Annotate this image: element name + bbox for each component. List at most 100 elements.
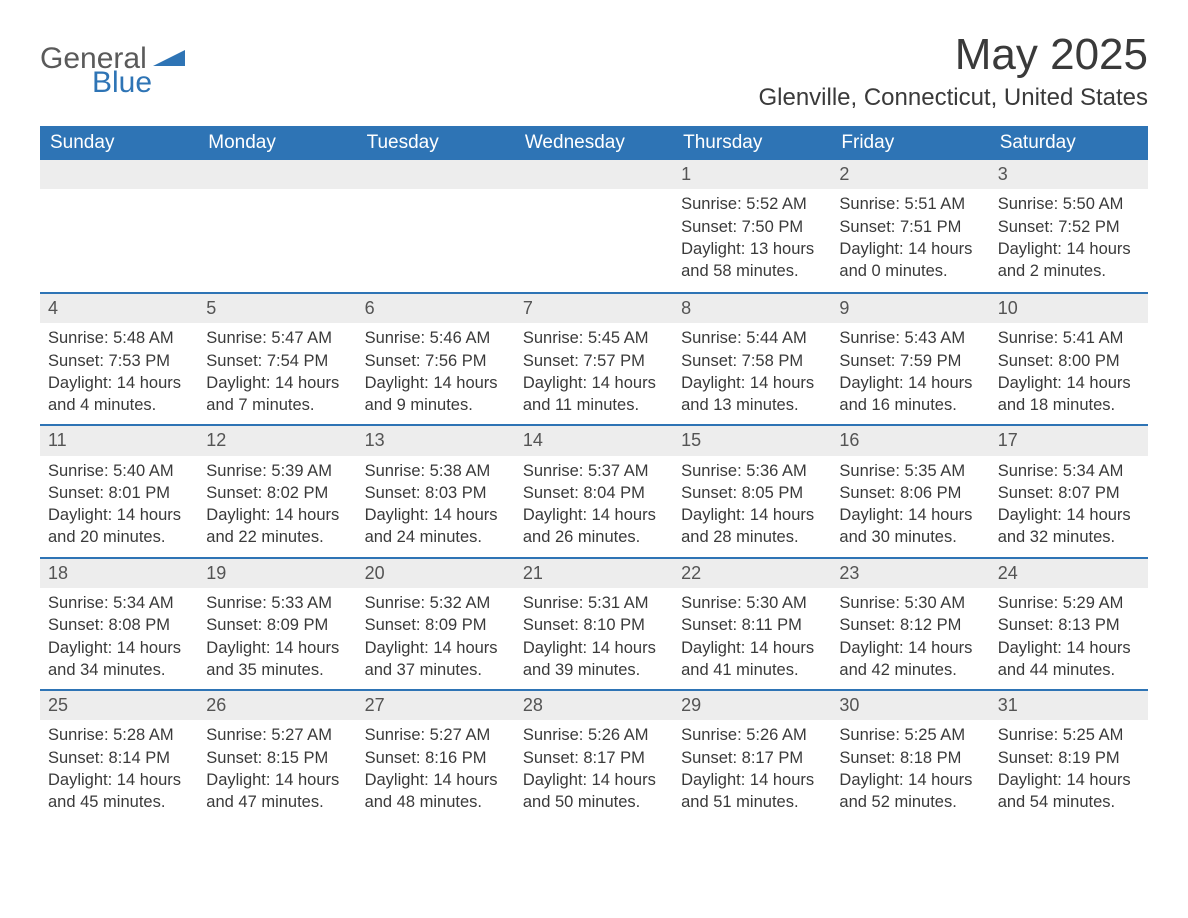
day-number: 31 xyxy=(990,691,1148,720)
day-cell xyxy=(40,160,198,292)
day-details: Sunrise: 5:36 AMSunset: 8:05 PMDaylight:… xyxy=(673,456,831,557)
day-number: 16 xyxy=(831,426,989,455)
day-number: 11 xyxy=(40,426,198,455)
day-number: 7 xyxy=(515,294,673,323)
daylight-text: Daylight: 14 hours and 24 minutes. xyxy=(365,504,507,549)
sunset-text: Sunset: 8:05 PM xyxy=(681,482,823,504)
daylight-text: Daylight: 14 hours and 47 minutes. xyxy=(206,769,348,814)
daylight-text: Daylight: 14 hours and 30 minutes. xyxy=(839,504,981,549)
sunrise-text: Sunrise: 5:52 AM xyxy=(681,193,823,215)
day-cell xyxy=(357,160,515,292)
week-row: 25Sunrise: 5:28 AMSunset: 8:14 PMDayligh… xyxy=(40,689,1148,821)
daylight-text: Daylight: 14 hours and 20 minutes. xyxy=(48,504,190,549)
sunset-text: Sunset: 8:14 PM xyxy=(48,747,190,769)
sunset-text: Sunset: 8:17 PM xyxy=(681,747,823,769)
week-row: 18Sunrise: 5:34 AMSunset: 8:08 PMDayligh… xyxy=(40,557,1148,689)
daylight-text: Daylight: 14 hours and 42 minutes. xyxy=(839,637,981,682)
logo-text-blue: Blue xyxy=(92,66,185,100)
day-cell: 14Sunrise: 5:37 AMSunset: 8:04 PMDayligh… xyxy=(515,426,673,556)
sunrise-text: Sunrise: 5:26 AM xyxy=(523,724,665,746)
sunrise-text: Sunrise: 5:40 AM xyxy=(48,460,190,482)
day-details: Sunrise: 5:46 AMSunset: 7:56 PMDaylight:… xyxy=(357,323,515,424)
sunset-text: Sunset: 8:17 PM xyxy=(523,747,665,769)
day-details: Sunrise: 5:28 AMSunset: 8:14 PMDaylight:… xyxy=(40,720,198,821)
day-cell: 20Sunrise: 5:32 AMSunset: 8:09 PMDayligh… xyxy=(357,559,515,689)
sunset-text: Sunset: 8:00 PM xyxy=(998,350,1140,372)
day-number xyxy=(357,160,515,189)
sunrise-text: Sunrise: 5:36 AM xyxy=(681,460,823,482)
daylight-text: Daylight: 14 hours and 9 minutes. xyxy=(365,372,507,417)
day-cell: 21Sunrise: 5:31 AMSunset: 8:10 PMDayligh… xyxy=(515,559,673,689)
day-cell: 1Sunrise: 5:52 AMSunset: 7:50 PMDaylight… xyxy=(673,160,831,292)
day-number: 21 xyxy=(515,559,673,588)
day-cell: 23Sunrise: 5:30 AMSunset: 8:12 PMDayligh… xyxy=(831,559,989,689)
sunrise-text: Sunrise: 5:46 AM xyxy=(365,327,507,349)
sunset-text: Sunset: 7:51 PM xyxy=(839,216,981,238)
day-details: Sunrise: 5:29 AMSunset: 8:13 PMDaylight:… xyxy=(990,588,1148,689)
sunrise-text: Sunrise: 5:27 AM xyxy=(206,724,348,746)
day-cell: 8Sunrise: 5:44 AMSunset: 7:58 PMDaylight… xyxy=(673,294,831,424)
sunset-text: Sunset: 7:52 PM xyxy=(998,216,1140,238)
day-cell: 4Sunrise: 5:48 AMSunset: 7:53 PMDaylight… xyxy=(40,294,198,424)
day-number: 20 xyxy=(357,559,515,588)
day-details: Sunrise: 5:26 AMSunset: 8:17 PMDaylight:… xyxy=(515,720,673,821)
day-cell: 7Sunrise: 5:45 AMSunset: 7:57 PMDaylight… xyxy=(515,294,673,424)
sunrise-text: Sunrise: 5:28 AM xyxy=(48,724,190,746)
day-cell: 11Sunrise: 5:40 AMSunset: 8:01 PMDayligh… xyxy=(40,426,198,556)
sunset-text: Sunset: 8:06 PM xyxy=(839,482,981,504)
day-cell: 26Sunrise: 5:27 AMSunset: 8:15 PMDayligh… xyxy=(198,691,356,821)
sunrise-text: Sunrise: 5:27 AM xyxy=(365,724,507,746)
weekday-saturday: Saturday xyxy=(990,126,1148,160)
sunset-text: Sunset: 8:07 PM xyxy=(998,482,1140,504)
day-details: Sunrise: 5:47 AMSunset: 7:54 PMDaylight:… xyxy=(198,323,356,424)
day-number: 24 xyxy=(990,559,1148,588)
day-number: 3 xyxy=(990,160,1148,189)
daylight-text: Daylight: 14 hours and 32 minutes. xyxy=(998,504,1140,549)
weekday-monday: Monday xyxy=(198,126,356,160)
daylight-text: Daylight: 14 hours and 54 minutes. xyxy=(998,769,1140,814)
day-cell: 31Sunrise: 5:25 AMSunset: 8:19 PMDayligh… xyxy=(990,691,1148,821)
day-details: Sunrise: 5:30 AMSunset: 8:12 PMDaylight:… xyxy=(831,588,989,689)
sunset-text: Sunset: 7:53 PM xyxy=(48,350,190,372)
day-number: 30 xyxy=(831,691,989,720)
logo: General Blue xyxy=(40,42,185,100)
day-details: Sunrise: 5:34 AMSunset: 8:08 PMDaylight:… xyxy=(40,588,198,689)
sunrise-text: Sunrise: 5:39 AM xyxy=(206,460,348,482)
sunset-text: Sunset: 8:13 PM xyxy=(998,614,1140,636)
day-details: Sunrise: 5:50 AMSunset: 7:52 PMDaylight:… xyxy=(990,189,1148,290)
sunset-text: Sunset: 7:50 PM xyxy=(681,216,823,238)
day-number: 14 xyxy=(515,426,673,455)
sunrise-text: Sunrise: 5:34 AM xyxy=(998,460,1140,482)
day-details: Sunrise: 5:27 AMSunset: 8:16 PMDaylight:… xyxy=(357,720,515,821)
day-number: 6 xyxy=(357,294,515,323)
day-details: Sunrise: 5:52 AMSunset: 7:50 PMDaylight:… xyxy=(673,189,831,290)
day-number: 8 xyxy=(673,294,831,323)
daylight-text: Daylight: 14 hours and 39 minutes. xyxy=(523,637,665,682)
daylight-text: Daylight: 14 hours and 11 minutes. xyxy=(523,372,665,417)
day-cell: 17Sunrise: 5:34 AMSunset: 8:07 PMDayligh… xyxy=(990,426,1148,556)
daylight-text: Daylight: 14 hours and 34 minutes. xyxy=(48,637,190,682)
sunrise-text: Sunrise: 5:47 AM xyxy=(206,327,348,349)
sunrise-text: Sunrise: 5:25 AM xyxy=(839,724,981,746)
sunset-text: Sunset: 7:58 PM xyxy=(681,350,823,372)
sunset-text: Sunset: 8:16 PM xyxy=(365,747,507,769)
day-number: 26 xyxy=(198,691,356,720)
weekday-header-row: Sunday Monday Tuesday Wednesday Thursday… xyxy=(40,126,1148,160)
day-number: 25 xyxy=(40,691,198,720)
day-details: Sunrise: 5:39 AMSunset: 8:02 PMDaylight:… xyxy=(198,456,356,557)
week-row: 4Sunrise: 5:48 AMSunset: 7:53 PMDaylight… xyxy=(40,292,1148,424)
day-cell: 2Sunrise: 5:51 AMSunset: 7:51 PMDaylight… xyxy=(831,160,989,292)
weekday-friday: Friday xyxy=(831,126,989,160)
day-number: 23 xyxy=(831,559,989,588)
daylight-text: Daylight: 14 hours and 48 minutes. xyxy=(365,769,507,814)
sunrise-text: Sunrise: 5:38 AM xyxy=(365,460,507,482)
sunrise-text: Sunrise: 5:51 AM xyxy=(839,193,981,215)
day-number: 5 xyxy=(198,294,356,323)
day-details: Sunrise: 5:25 AMSunset: 8:19 PMDaylight:… xyxy=(990,720,1148,821)
day-details: Sunrise: 5:40 AMSunset: 8:01 PMDaylight:… xyxy=(40,456,198,557)
sunrise-text: Sunrise: 5:26 AM xyxy=(681,724,823,746)
day-cell xyxy=(198,160,356,292)
sunrise-text: Sunrise: 5:32 AM xyxy=(365,592,507,614)
daylight-text: Daylight: 14 hours and 35 minutes. xyxy=(206,637,348,682)
day-details: Sunrise: 5:43 AMSunset: 7:59 PMDaylight:… xyxy=(831,323,989,424)
